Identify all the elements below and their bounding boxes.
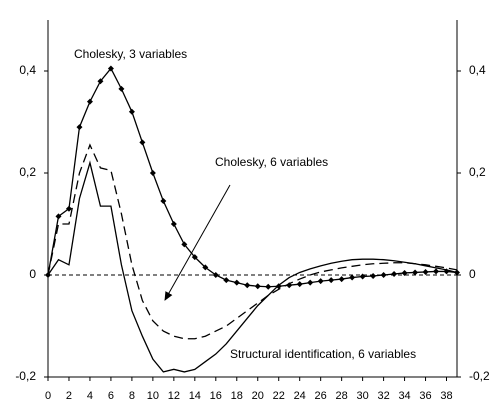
x-tick-label: 38 <box>440 390 452 402</box>
marker <box>55 213 62 220</box>
series-line <box>47 143 458 340</box>
y2-tick-label: -0,2 <box>469 369 490 383</box>
x-tick-label: 22 <box>273 390 285 402</box>
x-tick-label: 0 <box>45 390 51 402</box>
marker <box>349 274 356 281</box>
marker <box>65 205 72 212</box>
marker <box>223 277 230 284</box>
x-tick-label: 4 <box>87 390 93 402</box>
x-tick-label: 30 <box>356 390 368 402</box>
x-tick-label: 24 <box>294 390 306 402</box>
x-tick-label: 28 <box>336 390 348 402</box>
marker <box>422 268 429 275</box>
marker <box>391 270 398 277</box>
x-tick-label: 26 <box>315 390 327 402</box>
y2-tick-label: 0,2 <box>469 165 486 179</box>
marker <box>107 65 114 72</box>
x-tick-label: 6 <box>108 390 114 402</box>
marker <box>212 272 219 278</box>
marker <box>296 281 303 288</box>
marker <box>139 139 146 146</box>
x-tick-label: 14 <box>189 390 201 402</box>
x-tick-label: 10 <box>147 390 159 402</box>
series-line <box>47 67 458 288</box>
marker <box>181 241 188 248</box>
y2-tick-label: 0 <box>469 267 476 281</box>
marker <box>317 278 324 285</box>
annotation: Cholesky, 6 variables <box>215 155 328 169</box>
x-tick-label: 16 <box>210 390 222 402</box>
marker <box>265 283 272 290</box>
marker <box>307 279 314 286</box>
marker <box>370 273 377 280</box>
marker <box>233 279 240 286</box>
y2-tick-label: 0,4 <box>469 63 486 77</box>
marker <box>359 273 366 280</box>
y-tick-label: 0,2 <box>19 165 36 179</box>
marker <box>433 268 440 275</box>
x-tick-label: 34 <box>398 390 410 402</box>
y-tick-label: 0,4 <box>19 63 36 77</box>
marker <box>128 108 135 115</box>
x-tick-label: 2 <box>66 390 72 402</box>
marker <box>401 269 408 276</box>
marker <box>338 276 345 283</box>
x-tick-label: 32 <box>377 390 389 402</box>
x-tick-label: 20 <box>252 390 264 402</box>
y-tick-label: 0 <box>29 267 36 281</box>
x-tick-label: 8 <box>129 390 135 402</box>
marker <box>160 198 167 205</box>
marker <box>76 124 83 131</box>
y-tick-label: -0,2 <box>15 369 36 383</box>
marker <box>118 85 125 92</box>
marker <box>412 269 419 276</box>
marker <box>191 254 198 261</box>
marker <box>202 264 209 271</box>
marker <box>97 78 104 85</box>
x-tick-label: 12 <box>168 390 180 402</box>
marker <box>380 272 387 278</box>
marker <box>149 170 156 176</box>
marker <box>254 283 261 290</box>
annotation: Structural identification, 6 variables <box>230 347 416 361</box>
series-line <box>47 160 458 373</box>
x-tick-label: 36 <box>419 390 431 402</box>
annotation: Cholesky, 3 variables <box>74 47 187 61</box>
marker <box>244 282 251 289</box>
arrow <box>164 184 231 301</box>
marker <box>328 277 335 284</box>
marker <box>170 221 177 227</box>
marker <box>86 98 93 105</box>
x-tick-label: 18 <box>231 390 243 402</box>
